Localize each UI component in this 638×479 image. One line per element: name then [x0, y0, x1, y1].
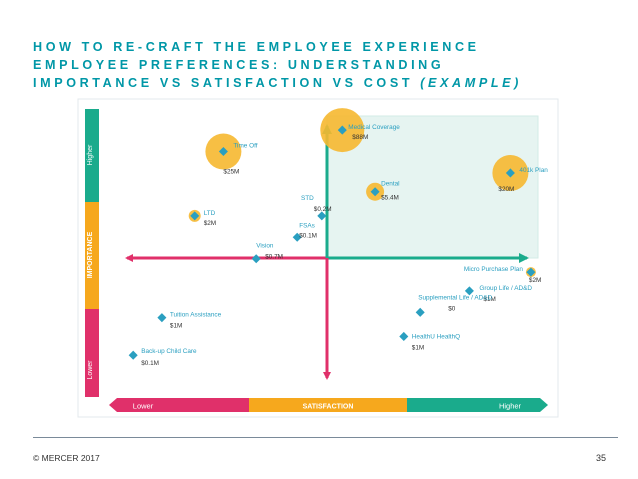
- point-marker-ltd: [190, 211, 200, 221]
- point-marker-std: [317, 211, 327, 221]
- title-line-3: IMPORTANCE VS SATISFACTION VS COST (EXAM…: [33, 74, 633, 92]
- point-cost-ltd: $2M: [204, 220, 216, 227]
- point-cost-back-up-child-care: $0.1M: [141, 360, 159, 367]
- point-marker-back-up-child-care: [128, 350, 138, 360]
- title-example-tag: (EXAMPLE): [420, 76, 522, 90]
- point-label-supplemental-life-ad-d: Supplemental Life / AD&D: [418, 294, 492, 301]
- point-cost-fsas: $0.1M: [299, 232, 317, 239]
- x-axis-label: SATISFACTION: [303, 404, 354, 411]
- x-high-label: Higher: [499, 402, 522, 411]
- point-marker-tuition-assistance: [157, 313, 167, 323]
- point-cost-dental: $5.4M: [381, 195, 399, 202]
- point-label-tuition-assistance: Tuition Assistance: [170, 312, 222, 319]
- point-label-micro-purchase-plan: Micro Purchase Plan: [464, 266, 523, 273]
- title-line-3-main: IMPORTANCE VS SATISFACTION VS COST: [33, 76, 414, 90]
- satisfaction-bar-mid: [249, 398, 407, 412]
- importance-bar-low: [85, 309, 99, 397]
- point-label-fsas: FSAs: [299, 222, 315, 229]
- slide-title: HOW TO RE-CRAFT THE EMPLOYEE EXPERIENCE …: [33, 38, 633, 92]
- y-low-label: Lower: [87, 360, 94, 380]
- point-label-group-life-ad-d: Group Life / AD&D: [479, 285, 532, 292]
- point-cost-medical-coverage: $88M: [352, 134, 368, 141]
- y-axis-label: IMPORTANCE: [87, 231, 94, 278]
- point-label-back-up-child-care: Back-up Child Care: [141, 348, 197, 355]
- point-label-vision: Vision: [256, 243, 274, 250]
- point-cost-micro-purchase-plan: $2M: [529, 277, 541, 284]
- point-label-dental: Dental: [381, 181, 399, 188]
- point-cost-group-life-ad-d: $1M: [483, 296, 495, 303]
- point-marker-micro-purchase-plan: [526, 267, 536, 277]
- point-marker-medical-coverage: [337, 125, 347, 135]
- title-line-1: HOW TO RE-CRAFT THE EMPLOYEE EXPERIENCE: [33, 40, 480, 54]
- x-low-label: Lower: [133, 402, 154, 411]
- point-cost-time-off: $25M: [223, 169, 239, 176]
- point-label-time-off: Time Off: [233, 143, 257, 150]
- data-points: Time Off $25M Medical Coverage $88M Dental $5…: [128, 108, 548, 367]
- point-label-401k-plan: 401k Plan: [519, 167, 548, 174]
- footer-divider: [33, 437, 618, 438]
- point-marker-time-off: [218, 146, 228, 157]
- point-label-healthu-healthq: HealthU HealthQ: [412, 333, 460, 340]
- footer-copyright: © MERCER 2017: [33, 453, 100, 463]
- importance-bar-mid: [85, 202, 99, 309]
- point-cost-401k-plan: $20M: [498, 186, 514, 193]
- satisfaction-bar-low: [109, 398, 249, 412]
- point-cost-vision: $0.7M: [265, 254, 283, 261]
- point-cost-tuition-assistance: $1M: [170, 323, 182, 330]
- point-cost-std: $0.2M: [314, 206, 332, 213]
- page-number: 35: [596, 453, 607, 463]
- point-cost-supplemental-life-ad-d: $0: [448, 305, 456, 312]
- point-label-medical-coverage: Medical Coverage: [348, 124, 400, 131]
- point-cost-healthu-healthq: $1M: [412, 344, 424, 351]
- satisfaction-bar-high: [407, 398, 548, 412]
- title-line-2: EMPLOYEE PREFERENCES: UNDERSTANDING: [33, 58, 445, 72]
- point-label-ltd: LTD: [204, 210, 216, 217]
- y-high-label: Higher: [87, 144, 94, 165]
- importance-bar-high: [85, 109, 99, 202]
- point-label-std: STD: [301, 195, 314, 202]
